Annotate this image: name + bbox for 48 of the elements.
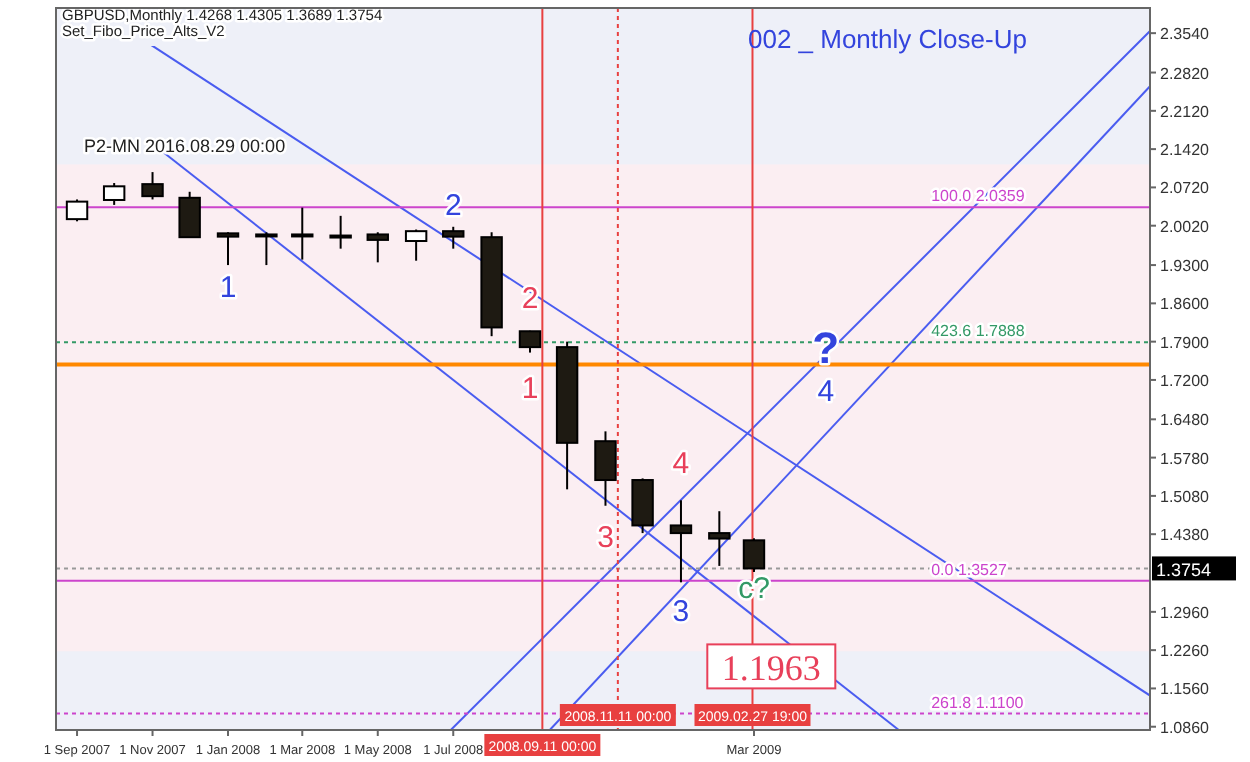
annotation: 3 (597, 520, 614, 555)
annotation: 1 (219, 270, 237, 305)
y-tick-label: 1.1560 (1160, 680, 1211, 699)
y-tick-label: 1.2260 (1160, 642, 1211, 661)
y-tick-label: 2.1420 (1160, 141, 1211, 160)
ref-line-label: 1.3754 (1156, 560, 1212, 581)
annotation: 1.1963 (721, 648, 821, 689)
candlestick (178, 190, 201, 239)
y-tick-label: 1.5780 (1160, 449, 1211, 468)
candlestick (141, 171, 164, 201)
candlestick (65, 198, 89, 223)
y-tick-label: 1.9300 (1160, 257, 1211, 276)
candlestick (518, 329, 542, 354)
candlestick (329, 214, 352, 250)
y-tick-label: 2.2820 (1160, 64, 1211, 83)
annotation: 3 (672, 595, 690, 630)
y-tick-label: 1.0860 (1160, 718, 1211, 737)
y-tick-label: 2.0720 (1160, 179, 1211, 198)
ref-line-label: 423.6 1.7888 (931, 322, 1026, 341)
candlestick (366, 231, 389, 264)
ref-line-label: 261.8 1.1100 (931, 693, 1025, 712)
annotation: 1 (521, 372, 539, 407)
y-tick-label: 1.7900 (1160, 333, 1211, 352)
y-tick-label: 1.5080 (1160, 487, 1211, 506)
y-tick-label: 1.6480 (1160, 411, 1211, 430)
candlestick (404, 228, 428, 262)
y-tick-label: 2.0020 (1160, 217, 1211, 236)
ref-line-label: 0.0 1.3527 (931, 560, 1008, 579)
candlestick (669, 499, 693, 584)
candlestick (594, 430, 617, 507)
candlestick (708, 510, 731, 567)
y-tick-label: 1.4380 (1160, 526, 1211, 545)
y-tick-label: 2.2120 (1160, 102, 1211, 121)
annotation: 4 (817, 374, 835, 409)
candlestick (442, 225, 465, 250)
y-tick-label: 1.2960 (1160, 603, 1211, 622)
candlestick (742, 537, 766, 573)
annotation: P2-MN 2016.08.29 00:00 (84, 136, 286, 156)
y-tick-label: 1.7200 (1160, 371, 1211, 390)
candlestick (631, 477, 654, 535)
candlestick (255, 231, 278, 267)
y-tick-label: 2.3540 (1160, 25, 1211, 44)
y-tick-label: 1.8600 (1160, 295, 1211, 314)
candlestick (216, 231, 240, 267)
annotation: 4 (672, 446, 690, 481)
candlestick (102, 182, 126, 206)
annotation: 2 (521, 281, 539, 316)
candlestick (291, 206, 314, 261)
